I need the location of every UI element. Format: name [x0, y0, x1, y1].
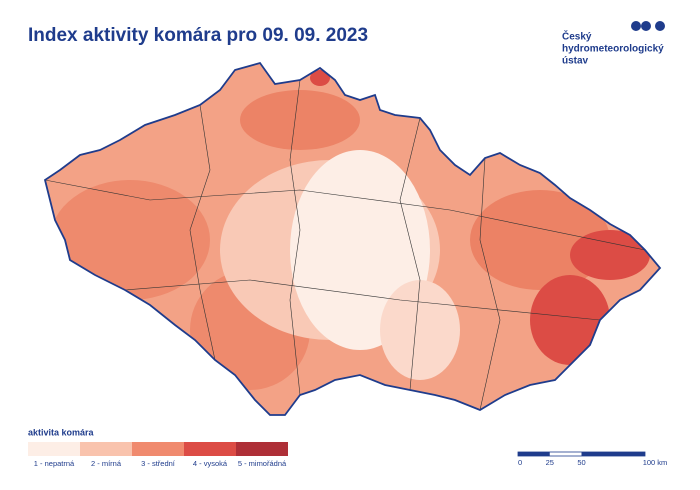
- legend-label: 1 - nepatrná: [34, 459, 75, 468]
- scale-label: 25: [546, 458, 554, 467]
- legend-label: 4 - vysoká: [193, 459, 228, 468]
- region: [240, 90, 360, 150]
- legend-swatch: [236, 442, 288, 456]
- legend-swatch: [28, 442, 80, 456]
- district-borders: [44, 79, 646, 411]
- logo-text: Český: [562, 30, 592, 43]
- region: [380, 280, 460, 380]
- logo-text: ústav: [562, 56, 589, 67]
- region: [530, 275, 610, 365]
- logo-dot: [631, 21, 641, 31]
- map-title: Index aktivity komára pro 09. 09. 2023: [28, 25, 368, 46]
- border-line: [479, 157, 501, 411]
- logo-dot: [655, 21, 665, 31]
- scale-label: 100 km: [643, 458, 668, 467]
- legend-swatch: [80, 442, 132, 456]
- scale-bar: 0 25 50 100 km: [517, 451, 668, 467]
- legend-label: 5 - mimořádná: [238, 459, 287, 468]
- legend: 1 - nepatrná 2 - mírná 3 - střední 4 - vyso…: [28, 442, 288, 468]
- border-line: [289, 79, 301, 396]
- legend-label: 2 - mírná: [91, 459, 122, 468]
- scale-label: 50: [577, 458, 585, 467]
- border-line: [124, 279, 601, 321]
- border-line: [399, 117, 421, 391]
- border-line: [189, 104, 216, 361]
- logo-text: hydrometeorologický: [562, 44, 664, 55]
- logo: Český hydrometeorologický ústav: [562, 21, 665, 67]
- legend-swatch: [184, 442, 236, 456]
- region: [50, 180, 210, 300]
- border-line: [44, 179, 646, 251]
- region: [310, 70, 330, 86]
- legend-title: aktivita komára: [28, 427, 95, 437]
- scale-segment: [581, 452, 645, 456]
- logo-dot: [641, 21, 651, 31]
- legend-swatch: [132, 442, 184, 456]
- region: [570, 230, 650, 280]
- legend-label: 3 - střední: [141, 459, 176, 468]
- scale-segment: [518, 452, 550, 456]
- scale-label: 0: [518, 458, 522, 467]
